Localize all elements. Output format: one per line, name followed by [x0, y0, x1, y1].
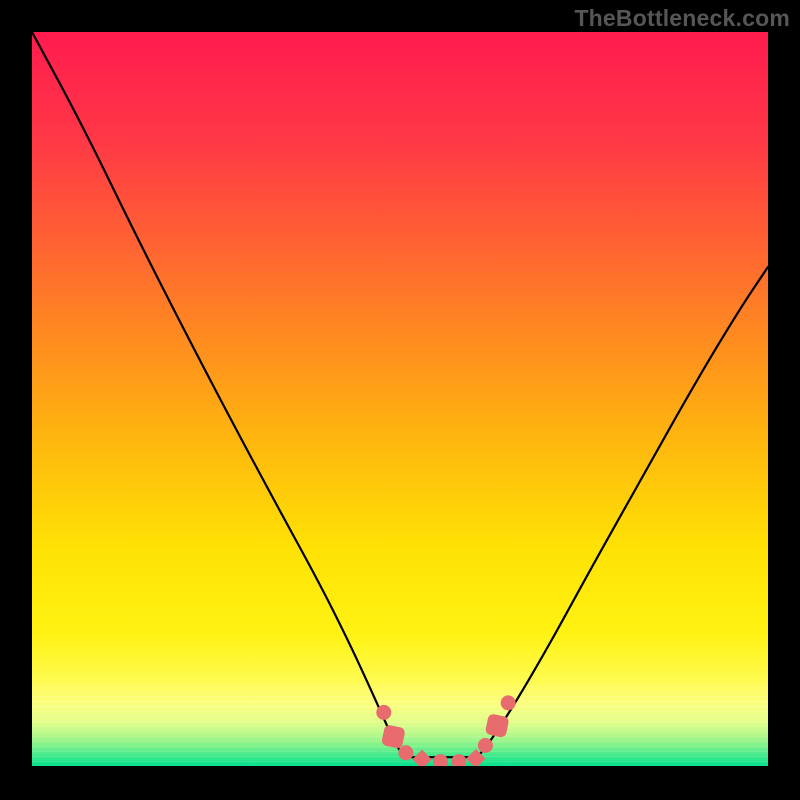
curve-marker	[452, 755, 466, 766]
curve-marker	[485, 714, 509, 738]
chart-frame: TheBottleneck.com	[0, 0, 800, 800]
curve-marker	[433, 755, 447, 766]
curve-marker	[413, 750, 431, 766]
curve-marker	[377, 705, 391, 719]
watermark-text: TheBottleneck.com	[574, 5, 790, 32]
border-right	[768, 0, 800, 800]
curve-marker	[399, 746, 413, 760]
plot-area	[32, 32, 768, 766]
curve-marker	[501, 696, 515, 710]
chart-overlay	[32, 32, 768, 766]
curve-marker	[478, 738, 492, 752]
curve-marker	[382, 725, 406, 749]
border-left	[0, 0, 32, 800]
bottleneck-curve	[32, 32, 768, 757]
border-bottom	[0, 766, 800, 800]
